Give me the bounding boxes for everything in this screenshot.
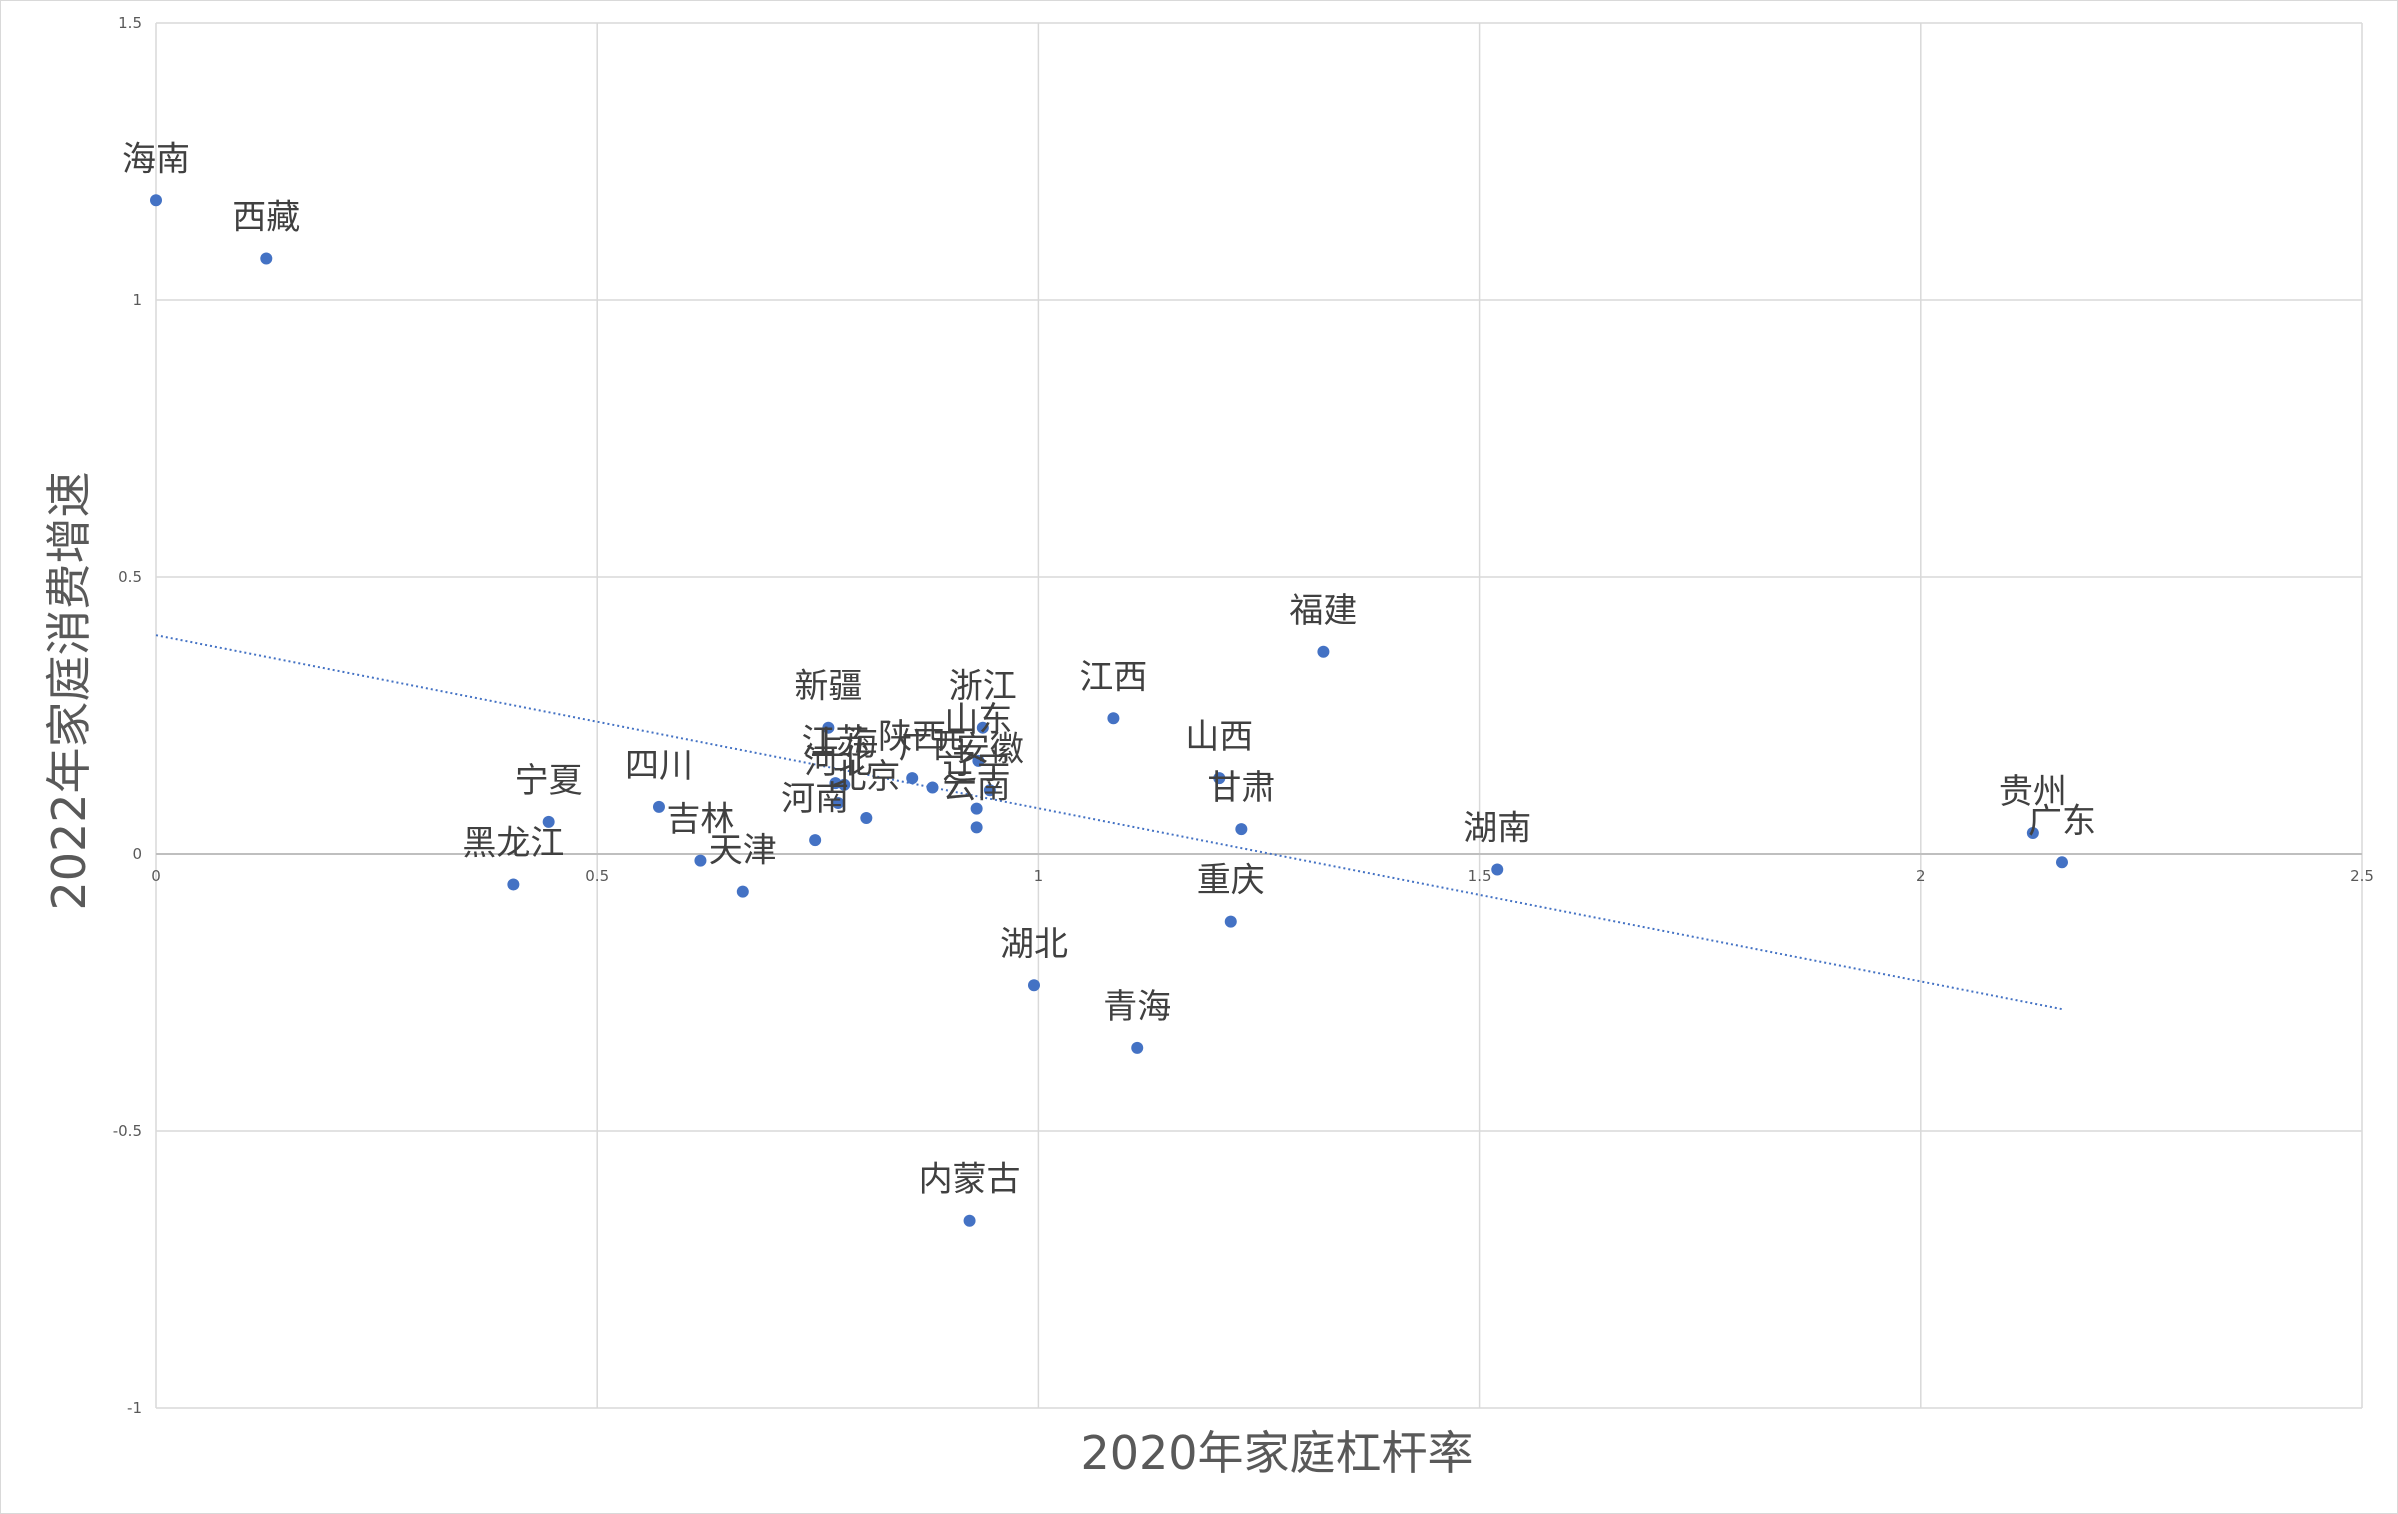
data-point <box>1131 1041 1144 1054</box>
data-point <box>838 778 851 791</box>
y-tick-label: 0 <box>132 845 142 863</box>
y-tick-label: 0.5 <box>118 568 142 586</box>
point-label: 四川 <box>625 746 693 786</box>
data-point <box>972 754 985 767</box>
point-label: 湖南 <box>1463 809 1531 849</box>
data-point <box>1317 645 1330 658</box>
data-point <box>1213 772 1226 785</box>
point-label: 安徽 <box>956 729 1024 769</box>
y-tick-label: -1 <box>127 1399 142 1417</box>
trendline <box>155 634 2063 1011</box>
point-label: 山西 <box>1185 717 1253 757</box>
gridlines <box>155 22 2363 1409</box>
y-tick-label: -0.5 <box>113 1122 142 1140</box>
data-point <box>832 797 845 810</box>
point-label: 云南 <box>943 766 1011 806</box>
point-label: 湖北 <box>1000 924 1068 964</box>
data-point <box>970 802 983 815</box>
data-point <box>926 781 939 794</box>
x-tick-label: 2.5 <box>2350 867 2374 885</box>
data-point <box>2055 856 2068 869</box>
point-label: 重庆 <box>1197 861 1265 901</box>
point-label: 上海 <box>810 724 878 764</box>
point-label: 吉林 <box>666 800 734 840</box>
x-tick-label: 1 <box>1034 867 1044 885</box>
point-label: 甘肃 <box>1207 768 1275 808</box>
data-point <box>809 834 822 847</box>
data-point <box>860 811 873 824</box>
point-label: 广东 <box>2028 801 2096 841</box>
data-point <box>150 194 162 207</box>
point-label: 贵州 <box>1999 772 2067 812</box>
data-point <box>736 885 749 898</box>
data-point <box>1491 863 1504 876</box>
point-label: 西藏 <box>232 197 300 237</box>
data-point <box>963 1214 976 1227</box>
data-point <box>260 252 273 265</box>
point-label: 青海 <box>1103 987 1171 1027</box>
data-point <box>976 721 989 734</box>
x-tick-label: 1.5 <box>1468 867 1492 885</box>
data-points <box>150 194 2068 1227</box>
point-label: 河北 <box>804 742 872 782</box>
y-axis-ticks: -1 -0.5 0 0.5 1 1.5 <box>113 14 142 1417</box>
point-label: 辽宁 <box>943 748 1011 788</box>
y-axis-title: 2022年家庭消费增速 <box>42 471 96 910</box>
point-label: 天津 <box>709 831 777 871</box>
point-label: 内蒙古 <box>919 1160 1021 1200</box>
x-axis-ticks: 0 0.5 1 1.5 2 2.5 <box>151 867 2374 885</box>
point-label: 山东 <box>944 700 1012 740</box>
x-axis-title: 2020年家庭杠杆率 <box>1080 1426 1473 1480</box>
point-label: 黑龙江 <box>462 823 564 863</box>
data-point <box>542 815 555 828</box>
point-label: 北京 <box>832 757 900 797</box>
data-point <box>652 800 665 813</box>
data-point <box>1235 823 1248 836</box>
point-label: 江西 <box>1079 657 1147 697</box>
point-label: 浙江 <box>949 667 1017 707</box>
data-point <box>906 772 919 785</box>
point-label: 福建 <box>1289 591 1357 631</box>
point-label: 宁夏 <box>515 761 583 801</box>
data-point <box>822 721 835 734</box>
data-point <box>694 854 707 867</box>
data-point <box>970 821 983 834</box>
x-tick-label: 0.5 <box>585 867 609 885</box>
x-tick-label: 2 <box>1916 867 1926 885</box>
data-point <box>507 878 520 891</box>
point-label: 海南 <box>122 139 190 179</box>
point-label: 江苏 <box>801 722 869 762</box>
trendline-layer <box>155 634 2063 1011</box>
data-point <box>2026 826 2039 839</box>
point-label: 广西 <box>899 727 967 767</box>
data-point <box>983 784 996 797</box>
data-point <box>1027 979 1040 992</box>
y-tick-label: 1.5 <box>118 14 142 32</box>
data-point <box>1224 915 1237 928</box>
data-point <box>1107 712 1120 725</box>
point-label: 新疆 <box>794 667 862 707</box>
point-label: 河南 <box>781 779 849 819</box>
point-label: 陕西 <box>878 717 946 757</box>
y-tick-label: 1 <box>132 291 142 309</box>
x-tick-label: 0 <box>151 867 161 885</box>
